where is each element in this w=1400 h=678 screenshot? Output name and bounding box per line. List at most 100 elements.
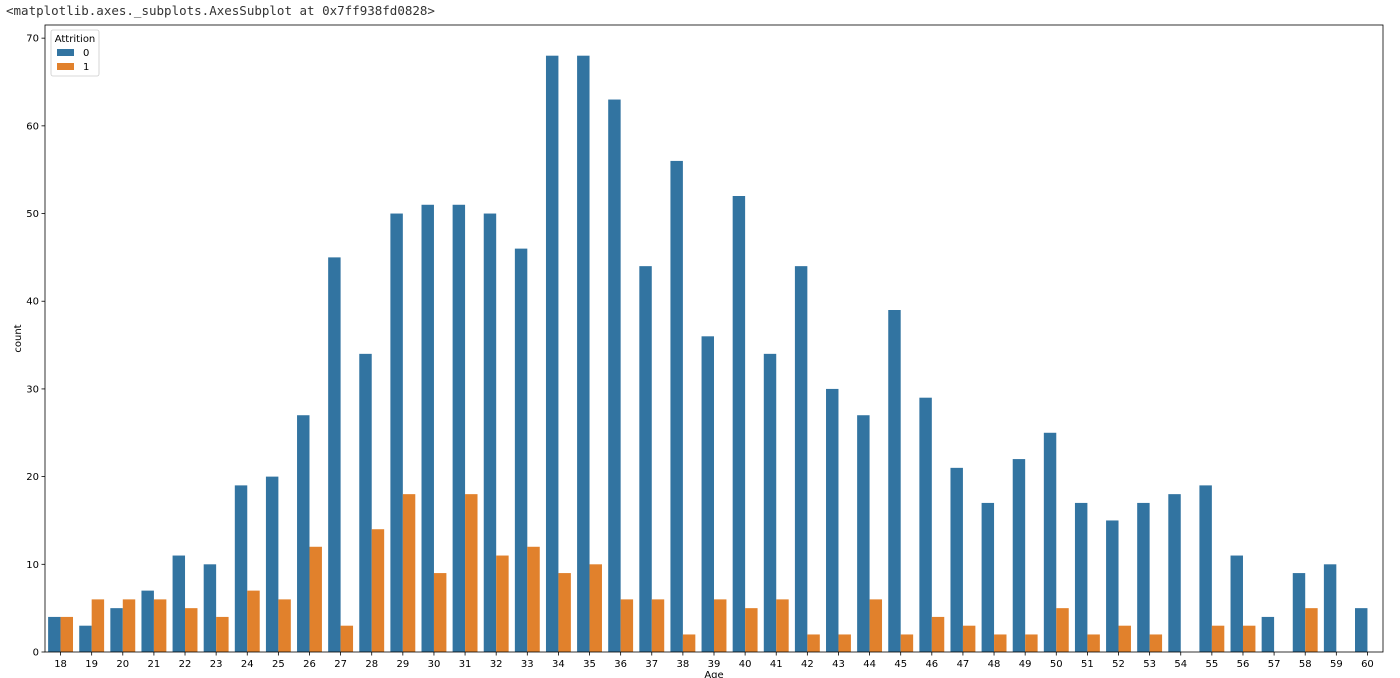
bar-38-series-0: [670, 160, 683, 653]
bar-51-series-1: [1087, 634, 1100, 652]
bar-50-series-1: [1056, 608, 1069, 652]
x-tick-label: 58: [1299, 659, 1312, 670]
bar-33-series-1: [527, 546, 540, 652]
bar-26-series-0: [297, 415, 310, 652]
bar-24-series-1: [247, 590, 260, 652]
bar-58-series-1: [1305, 608, 1318, 652]
x-tick-label: 22: [179, 659, 192, 670]
y-tick-label: 0: [33, 648, 39, 659]
x-tick-label: 44: [863, 659, 876, 670]
bar-26-series-1: [309, 546, 322, 652]
output-repr: <matplotlib.axes._subplots.AxesSubplot a…: [6, 3, 435, 18]
bar-42-series-1: [807, 634, 820, 652]
legend-swatch-0: [57, 49, 74, 56]
bar-36-series-1: [620, 599, 634, 652]
bar-37-series-0: [639, 266, 652, 652]
x-tick-label: 46: [925, 659, 938, 670]
y-tick-label: 10: [26, 560, 39, 571]
bar-54-series-0: [1168, 494, 1181, 652]
bar-50-series-0: [1043, 432, 1057, 652]
x-tick-label: 23: [210, 659, 223, 670]
legend: Attrition 0 1: [50, 29, 100, 77]
x-tick-label: 25: [272, 659, 285, 670]
bar-31-series-1: [465, 494, 478, 652]
x-tick-label: 38: [677, 659, 690, 670]
bar-56-series-0: [1230, 555, 1243, 652]
bar-34-series-1: [558, 573, 571, 652]
x-tick-label: 37: [645, 659, 658, 670]
bar-21-series-1: [153, 599, 167, 652]
bar-58-series-0: [1292, 573, 1306, 652]
x-tick-label: 26: [303, 659, 316, 670]
x-tick-label: 27: [334, 659, 347, 670]
x-tick-label: 21: [148, 659, 161, 670]
bar-34-series-0: [545, 55, 559, 652]
bar-49-series-1: [1025, 634, 1038, 652]
x-tick-label: 18: [54, 659, 67, 670]
bar-28-series-1: [371, 529, 385, 652]
y-tick-label: 50: [26, 209, 39, 220]
bar-38-series-1: [682, 634, 696, 652]
x-tick-label: 52: [1112, 659, 1125, 670]
x-axis-label: Age: [704, 670, 723, 678]
bar-45-series-1: [900, 634, 914, 652]
x-tick-label: 41: [770, 659, 783, 670]
bar-19-series-1: [91, 599, 105, 652]
x-tick-label: 43: [832, 659, 845, 670]
bar-32-series-1: [496, 555, 509, 652]
x-tick-label: 48: [988, 659, 1001, 670]
bar-31-series-0: [452, 204, 466, 652]
x-tick-label: 56: [1237, 659, 1250, 670]
bar-48-series-0: [981, 502, 995, 652]
bar-30-series-0: [421, 204, 434, 652]
bar-49-series-0: [1012, 459, 1026, 652]
bar-44-series-1: [869, 599, 883, 652]
y-tick-label: 70: [26, 34, 39, 45]
bar-24-series-0: [234, 485, 248, 652]
x-tick-label: 53: [1143, 659, 1156, 670]
bar-51-series-0: [1074, 502, 1088, 652]
bar-55-series-0: [1199, 485, 1212, 652]
bar-56-series-1: [1242, 625, 1256, 652]
bar-43-series-1: [838, 634, 851, 652]
y-axis-label: count: [13, 324, 24, 352]
legend-title: Attrition: [55, 34, 96, 45]
bar-29-series-1: [402, 494, 416, 652]
bar-23-series-1: [216, 616, 229, 652]
bar-59-series-0: [1323, 564, 1337, 652]
bar-18-series-0: [48, 616, 61, 652]
bar-18-series-1: [60, 616, 74, 652]
x-tick-label: 20: [116, 659, 129, 670]
bar-22-series-0: [172, 555, 186, 652]
bar-60-series-0: [1355, 608, 1368, 652]
bar-25-series-1: [278, 599, 291, 652]
y-tick-label: 30: [26, 384, 39, 395]
bar-55-series-1: [1211, 625, 1225, 652]
x-tick-label: 54: [1174, 659, 1187, 670]
bar-35-series-0: [577, 55, 590, 652]
x-tick-label: 32: [490, 659, 503, 670]
x-tick-label: 29: [396, 659, 409, 670]
bar-20-series-1: [122, 599, 136, 652]
bar-46-series-1: [931, 616, 945, 652]
x-tick-label: 34: [552, 659, 565, 670]
bar-45-series-0: [888, 310, 901, 652]
x-tick-label: 28: [365, 659, 378, 670]
x-tick-label: 49: [1019, 659, 1032, 670]
bar-40-series-0: [732, 196, 746, 652]
bar-36-series-0: [608, 99, 621, 653]
bar-29-series-0: [390, 213, 403, 653]
x-tick-label: 19: [85, 659, 98, 670]
x-tick-label: 60: [1361, 659, 1374, 670]
bar-19-series-0: [79, 625, 92, 652]
legend-label-1: 1: [83, 62, 89, 73]
bar-53-series-0: [1137, 502, 1150, 652]
bar-33-series-0: [514, 248, 528, 652]
x-tick-label: 57: [1268, 659, 1281, 670]
bar-40-series-1: [745, 608, 758, 652]
bar-46-series-0: [919, 397, 932, 652]
bar-37-series-1: [651, 599, 665, 652]
bar-47-series-0: [950, 467, 963, 652]
